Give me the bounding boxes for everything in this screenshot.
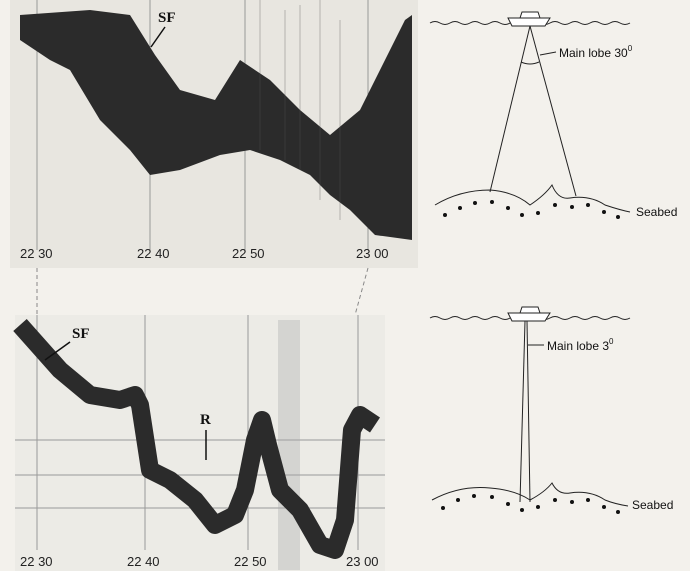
time-label: 22 50 — [234, 554, 267, 569]
record-paper — [15, 315, 385, 571]
time-label: 22 30 — [20, 246, 53, 261]
beam-label-text: Main lobe 3 — [547, 339, 609, 353]
seabed-label: Seabed — [636, 205, 677, 219]
marker-label: SF — [158, 10, 176, 26]
beam-label-text: Main lobe 30 — [559, 46, 628, 60]
beam-label: Main lobe 30 — [547, 337, 614, 353]
beam-label: Main lobe 300 — [559, 44, 633, 60]
beam-label-unit: 0 — [628, 44, 633, 53]
echogram-narrow: SF R 22 30 22 40 22 50 23 00 — [15, 315, 385, 571]
time-label: 23 00 — [356, 246, 389, 261]
noise-band — [278, 320, 300, 570]
time-label: 23 00 — [346, 554, 379, 569]
figure: SF 22 30 22 40 22 50 23 00 SF R 22 30 22… — [0, 0, 690, 571]
time-label: 22 40 — [137, 246, 170, 261]
time-label: 22 40 — [127, 554, 160, 569]
marker-label: SF — [72, 326, 90, 342]
time-label: 22 30 — [20, 554, 53, 569]
beam-label-unit: 0 — [609, 337, 614, 346]
marker-label: R — [200, 412, 211, 428]
seabed-label: Seabed — [632, 498, 673, 512]
time-label: 22 50 — [232, 246, 265, 261]
echogram-wide: SF 22 30 22 40 22 50 23 00 — [10, 0, 418, 268]
